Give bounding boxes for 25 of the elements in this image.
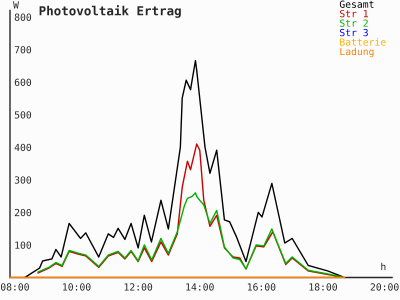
text: Str 2	[340, 19, 368, 27]
x-tick-label: 08:00	[0, 283, 29, 291]
y-tick-label: 800	[14, 14, 32, 21]
x-tick-label: 12:00	[124, 283, 152, 291]
y-tick-label: 400	[14, 144, 32, 152]
x-tick-label: 18:00	[310, 283, 337, 291]
text: Str 1	[340, 10, 368, 18]
y-tick-label: 600	[14, 78, 32, 86]
x-tick-label: 20:00	[370, 283, 399, 291]
y-tick-label: 300	[14, 176, 32, 184]
text: Gesamt	[340, 0, 374, 8]
y-tick-label: 500	[14, 111, 32, 119]
y-tick-label: 200	[14, 208, 32, 216]
y-axis-title: W	[13, 1, 19, 8]
x-tick-label: 14:00	[186, 283, 214, 291]
legend-label: Batterie	[340, 38, 386, 46]
text: Ladung	[340, 48, 374, 58]
line-series	[37, 192, 346, 278]
x-axis-title: h	[381, 262, 386, 270]
x-tick-label: 16:00	[248, 283, 276, 291]
y-tick-label: 100	[15, 241, 32, 249]
x-tick-label: 10:00	[63, 283, 91, 291]
chart-title: Photovoltaik Ertrag	[40, 5, 181, 18]
legend-label: Str 3	[340, 28, 368, 36]
y-tick-label: 700	[14, 46, 32, 54]
